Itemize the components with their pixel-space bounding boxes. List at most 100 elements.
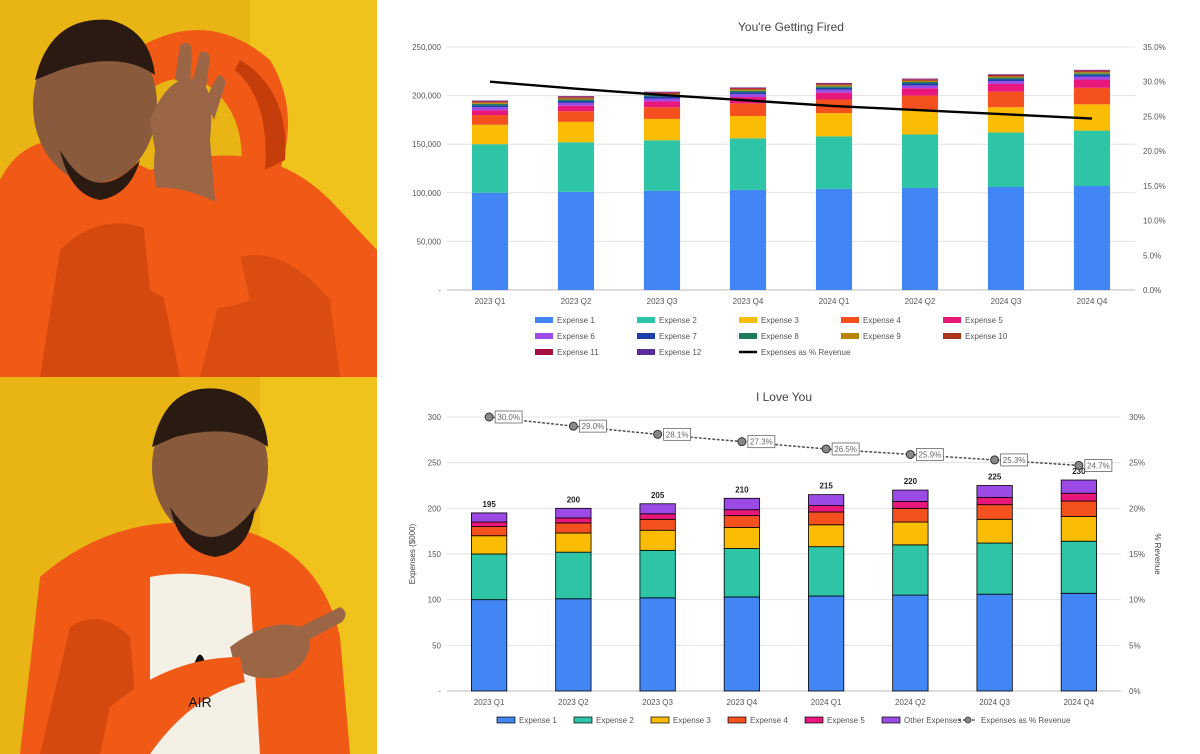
bar-expense-2 — [471, 553, 508, 601]
bar-expense-7 — [729, 92, 767, 95]
y2-tick-label: 0.0% — [1143, 286, 1161, 295]
legend-item: Expenses as % Revenue — [958, 716, 1071, 725]
legend-label: Expense 1 — [557, 316, 595, 325]
data-label: 28.1% — [666, 430, 689, 439]
legend-item: Expense 3 — [739, 316, 799, 325]
bar-expense-1 — [471, 599, 508, 692]
legend-label: Other Expenses — [904, 716, 961, 725]
bar-expense-7 — [643, 96, 681, 99]
x-tick-label: 2024 Q2 — [905, 297, 936, 306]
bar-expense-1 — [892, 594, 929, 692]
data-label-box — [494, 410, 523, 424]
bar-expense-6 — [471, 107, 509, 111]
legend-item: Expenses as % Revenue — [739, 348, 851, 357]
bar-expense-6 — [1073, 76, 1111, 80]
drake-approving-panel: AIR — [0, 377, 377, 754]
legend-swatch — [535, 317, 553, 323]
legend-label: Expense 3 — [673, 716, 711, 725]
bar-other-expenses — [723, 497, 760, 511]
chart-top-container: You're Getting Fired - 50,000 100,000 150,00… — [377, 0, 1200, 377]
data-label: 29.0% — [582, 422, 605, 431]
data-label-box — [747, 435, 776, 449]
line-point — [653, 429, 663, 439]
bar-expense-5 — [643, 101, 681, 108]
bar-expense-6 — [815, 89, 853, 93]
legend-swatch — [739, 333, 757, 339]
line-point — [990, 455, 1000, 465]
bar-expense-11 — [643, 92, 681, 93]
bar-total-label: 195 — [482, 500, 496, 509]
legend-item: Expense 1 — [496, 716, 557, 725]
bar-expense-3 — [723, 527, 760, 549]
bar-expense-1 — [1060, 592, 1097, 692]
bar-expense-2 — [1060, 540, 1097, 594]
bar-expense-1 — [555, 598, 592, 692]
bar-expense-5 — [987, 83, 1025, 92]
legend-swatch — [727, 716, 747, 724]
bar-expense-8 — [557, 99, 595, 101]
bar-expense-4 — [723, 515, 760, 528]
legend-label: Expense 5 — [965, 316, 1003, 325]
bar-expense-4 — [639, 518, 676, 531]
data-label: 25.3% — [1003, 456, 1026, 465]
line-point — [821, 444, 831, 454]
bar-expense-2 — [976, 542, 1013, 595]
drake-disapproving-icon — [0, 0, 377, 377]
bar-expense-9 — [729, 89, 767, 91]
y-tick-label: 200 — [428, 504, 442, 513]
legend-swatch — [637, 317, 655, 323]
bar-expense-7 — [987, 79, 1025, 82]
bar-expense-3 — [729, 116, 767, 139]
x-tick-label: 2023 Q3 — [642, 698, 673, 707]
bar-expense-5 — [892, 501, 929, 509]
y-tick-label: 150,000 — [412, 140, 441, 149]
bar-expense-5 — [808, 505, 845, 513]
legend-item: Expense 1 — [535, 316, 595, 325]
y2-tick-label: 10% — [1129, 596, 1145, 605]
x-tick-label: 2024 Q1 — [811, 698, 842, 707]
bar-other-expenses — [555, 507, 592, 519]
y-tick-label: - — [438, 286, 441, 295]
bar-expense-2 — [729, 138, 767, 190]
line-expenses-pct-revenue — [488, 416, 1080, 467]
bar-expense-11 — [1073, 70, 1111, 72]
bar-expense-6 — [643, 98, 681, 102]
bar-expense-5 — [557, 105, 595, 112]
line-point — [568, 421, 578, 431]
bar-expense-5 — [471, 110, 509, 116]
bar-total-label: 200 — [567, 495, 581, 504]
legend-marker — [964, 716, 972, 724]
y2-axis-title: % Revenue — [1153, 533, 1162, 575]
chart-youre-getting-fired: You're Getting Fired - 50,000 100,000 150,00… — [412, 20, 1166, 357]
x-tick-label: 2023 Q2 — [558, 698, 589, 707]
bar-expense-7 — [471, 105, 509, 108]
data-label-box — [1084, 459, 1113, 472]
legend-item: Expense 4 — [841, 316, 901, 325]
legend-item: Expense 3 — [650, 716, 711, 725]
bar-expense-4 — [555, 522, 592, 534]
bar-expense-3 — [555, 532, 592, 553]
legend-label: Expenses as % Revenue — [981, 716, 1071, 725]
bar-expense-5 — [976, 496, 1013, 506]
bar-expense-11 — [557, 96, 595, 98]
legend-item: Expense 2 — [573, 716, 634, 725]
bar-expense-6 — [729, 94, 767, 98]
bar-expense-5 — [555, 517, 592, 524]
bar-expense-1 — [815, 188, 853, 290]
bar-expense-4 — [901, 95, 939, 111]
bar-expense-6 — [987, 81, 1025, 84]
bar-expense-4 — [987, 91, 1025, 108]
drake-approving-icon: AIR — [0, 377, 377, 754]
legend-label: Expense 7 — [659, 332, 697, 341]
legend-item: Expense 2 — [637, 316, 697, 325]
bar-expense-5 — [471, 521, 508, 528]
y2-tick-label: 20.0% — [1143, 147, 1166, 156]
bar-expense-6 — [901, 85, 939, 89]
bar-total-label: 230 — [1072, 467, 1086, 476]
bar-expense-1 — [976, 593, 1013, 692]
legend-swatch — [637, 349, 655, 355]
x-tick-label: 2023 Q4 — [733, 297, 764, 306]
data-label-box — [915, 448, 944, 461]
bar-expense-9 — [471, 102, 509, 104]
bar-expense-2 — [639, 549, 676, 599]
